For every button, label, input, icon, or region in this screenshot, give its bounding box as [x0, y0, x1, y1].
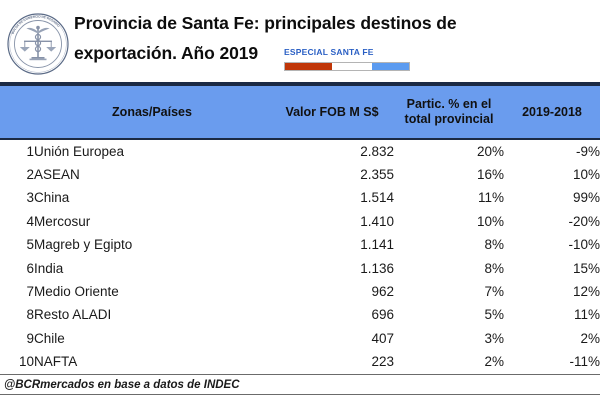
source-note: @BCRmercados en base a datos de INDEC: [0, 375, 600, 395]
cell-valor-fob: 962: [371, 284, 394, 300]
cell-rank: 1: [26, 143, 34, 159]
exports-table: Zonas/Países Valor FOB M S$ Partic. % en…: [0, 86, 600, 375]
cell-variacion: 11%: [573, 307, 600, 323]
cell-zona-pais: Chile: [34, 330, 65, 346]
table-row: 3 China 1.514 11% 99%: [0, 187, 600, 210]
table-row: 7 Medio Oriente 962 7% 12%: [0, 280, 600, 303]
badge-label: ESPECIAL SANTA FE: [283, 47, 374, 57]
cell-zona-pais: NAFTA: [34, 350, 270, 375]
cell-valor-fob: 696: [371, 307, 394, 323]
badge-segment-red: [284, 63, 333, 70]
column-header-rank: [0, 86, 34, 139]
table-row: 6 India 1.136 8% 15%: [0, 257, 600, 280]
column-header-variacion: 2019-2018: [504, 86, 600, 139]
report-header: BOLSA DE COMERCIO DE ROSARIO: [0, 0, 600, 82]
table-row: 10 NAFTA 223 2% -11%: [0, 350, 600, 375]
table-top-rule: [0, 82, 600, 86]
title-block: Provincia de Santa Fe: principales desti…: [70, 8, 590, 71]
cell-participacion: 8%: [484, 260, 504, 276]
column-header-valor-fob: Valor FOB M S$: [270, 86, 394, 139]
cell-participacion: 11%: [477, 190, 504, 206]
participacion-line-2: total provincial: [404, 112, 494, 126]
cell-rank: 6: [26, 260, 34, 276]
page-title-line-1: Provincia de Santa Fe: principales desti…: [74, 13, 457, 33]
cell-valor-fob: 2.832: [360, 143, 394, 159]
cell-zona-pais: Medio Oriente: [34, 284, 119, 300]
cell-zona-pais: China: [34, 190, 70, 206]
cell-participacion: 20%: [476, 143, 504, 159]
badge-color-bar: [283, 62, 410, 71]
cell-zona-pais: Unión Europea: [34, 143, 125, 159]
cell-participacion: 8%: [484, 237, 504, 253]
cell-zona-pais: Magreb y Egipto: [34, 237, 133, 253]
cell-valor-fob: 1.514: [360, 190, 394, 206]
table-body: 1 Unión Europea 2.832 20% -9% 2 ASEAN 2.355 16% 1…: [0, 139, 600, 375]
cell-rank: 9: [26, 330, 34, 346]
badge-segment-white: [332, 63, 372, 70]
cell-variacion: -20%: [568, 213, 600, 229]
table-row: 5 Magreb y Egipto 1.141 8% -10%: [0, 234, 600, 257]
cell-participacion: 3%: [484, 330, 504, 346]
cell-rank: 5: [26, 237, 34, 253]
cell-variacion: -10%: [568, 237, 600, 253]
cell-valor-fob: 223: [270, 350, 394, 375]
table-row: 9 Chile 407 3% 2%: [0, 327, 600, 350]
cell-rank: 3: [26, 190, 34, 206]
cell-variacion: -11%: [504, 350, 600, 375]
table-row: 1 Unión Europea 2.832 20% -9%: [0, 139, 600, 163]
cell-participacion: 5%: [484, 307, 504, 323]
table-row: 8 Resto ALADI 696 5% 11%: [0, 304, 600, 327]
table-header: Zonas/Países Valor FOB M S$ Partic. % en…: [0, 86, 600, 139]
cell-rank: 2: [26, 167, 34, 183]
cell-zona-pais: Resto ALADI: [34, 307, 112, 323]
cell-variacion: 12%: [572, 284, 600, 300]
exports-table-wrapper: Zonas/Países Valor FOB M S$ Partic. % en…: [0, 82, 600, 375]
page-title-line-2: exportación. Año 2019: [74, 43, 258, 63]
cell-zona-pais: ASEAN: [34, 167, 80, 183]
especial-santa-fe-badge: ESPECIAL SANTA FE: [283, 37, 410, 71]
cell-variacion: 2%: [580, 330, 600, 346]
cell-rank: 10: [0, 350, 34, 375]
cell-zona-pais: Mercosur: [34, 213, 91, 229]
cell-participacion: 16%: [476, 167, 504, 183]
cell-rank: 7: [26, 284, 34, 300]
cell-valor-fob: 1.141: [360, 237, 394, 253]
cell-valor-fob: 1.136: [360, 260, 394, 276]
cell-zona-pais: India: [34, 260, 64, 276]
column-header-zonas-paises: Zonas/Países: [34, 86, 270, 139]
cell-rank: 4: [26, 213, 34, 229]
column-header-participacion: Partic. % en el total provincial: [394, 86, 504, 139]
participacion-line-1: Partic. % en el: [406, 97, 492, 111]
cell-valor-fob: 1.410: [360, 213, 394, 229]
table-row: 2 ASEAN 2.355 16% 10%: [0, 163, 600, 186]
table-header-row: Zonas/Países Valor FOB M S$ Partic. % en…: [0, 86, 600, 139]
cell-rank: 8: [26, 307, 34, 323]
cell-variacion: 10%: [572, 167, 600, 183]
cell-participacion: 7%: [484, 284, 504, 300]
cell-participacion: 2%: [394, 350, 504, 375]
cell-valor-fob: 2.355: [360, 167, 394, 183]
cell-variacion: 99%: [572, 190, 600, 206]
badge-segment-blue: [371, 63, 409, 70]
table-row: 4 Mercosur 1.410 10% -20%: [0, 210, 600, 233]
cell-variacion: 15%: [572, 260, 600, 276]
cell-valor-fob: 407: [371, 330, 394, 346]
cell-variacion: -9%: [575, 143, 600, 159]
bolsa-de-comercio-de-rosario-seal-icon: BOLSA DE COMERCIO DE ROSARIO: [6, 12, 70, 76]
cell-participacion: 10%: [476, 213, 504, 229]
